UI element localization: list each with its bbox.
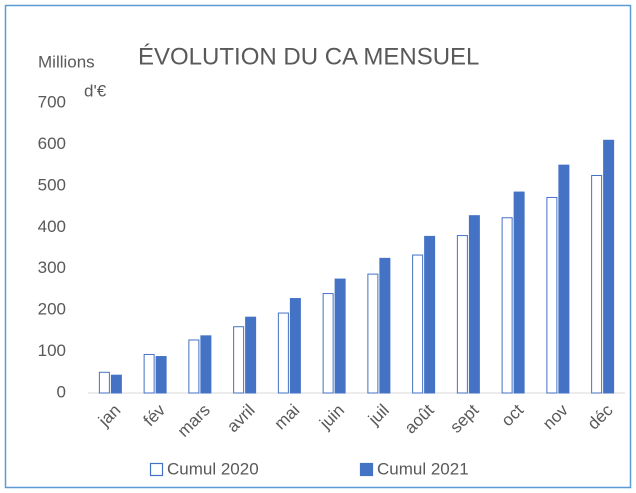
bar — [155, 356, 167, 394]
y-tick-label: 100 — [38, 341, 66, 360]
chart-title: ÉVOLUTION DU CA MENSUEL — [138, 43, 479, 70]
bar — [98, 371, 110, 394]
bar — [188, 339, 200, 394]
bar — [591, 175, 603, 394]
y-axis-label: d'€ — [84, 81, 107, 100]
bar — [424, 235, 436, 394]
bar — [277, 312, 289, 394]
bar — [558, 164, 570, 394]
bar — [468, 215, 480, 394]
bar — [379, 257, 391, 394]
y-tick-label: 400 — [38, 217, 66, 236]
bar — [412, 254, 424, 394]
legend-swatch — [359, 462, 374, 477]
y-axis-label: Millions — [38, 52, 95, 71]
bar — [322, 293, 334, 394]
y-tick-label: 700 — [38, 92, 66, 111]
y-tick-label: 200 — [38, 300, 66, 319]
bar — [456, 235, 468, 394]
legend-swatch — [149, 462, 164, 477]
bar — [233, 326, 245, 394]
y-tick-label: 300 — [38, 258, 66, 277]
bar — [110, 374, 122, 394]
y-tick-label: 0 — [57, 382, 66, 401]
bar — [143, 353, 155, 394]
bar — [334, 278, 346, 394]
legend-label: Cumul 2020 — [167, 459, 259, 478]
bar — [513, 191, 525, 394]
bar — [501, 217, 513, 394]
y-tick-label: 500 — [38, 175, 66, 194]
bar — [289, 298, 301, 394]
y-tick-label: 600 — [38, 134, 66, 153]
bar — [367, 273, 379, 394]
legend-label: Cumul 2021 — [377, 459, 469, 478]
bar — [603, 139, 615, 394]
bar — [546, 196, 558, 394]
bar — [245, 316, 257, 394]
chart-frame — [4, 4, 632, 489]
bar — [200, 335, 212, 394]
